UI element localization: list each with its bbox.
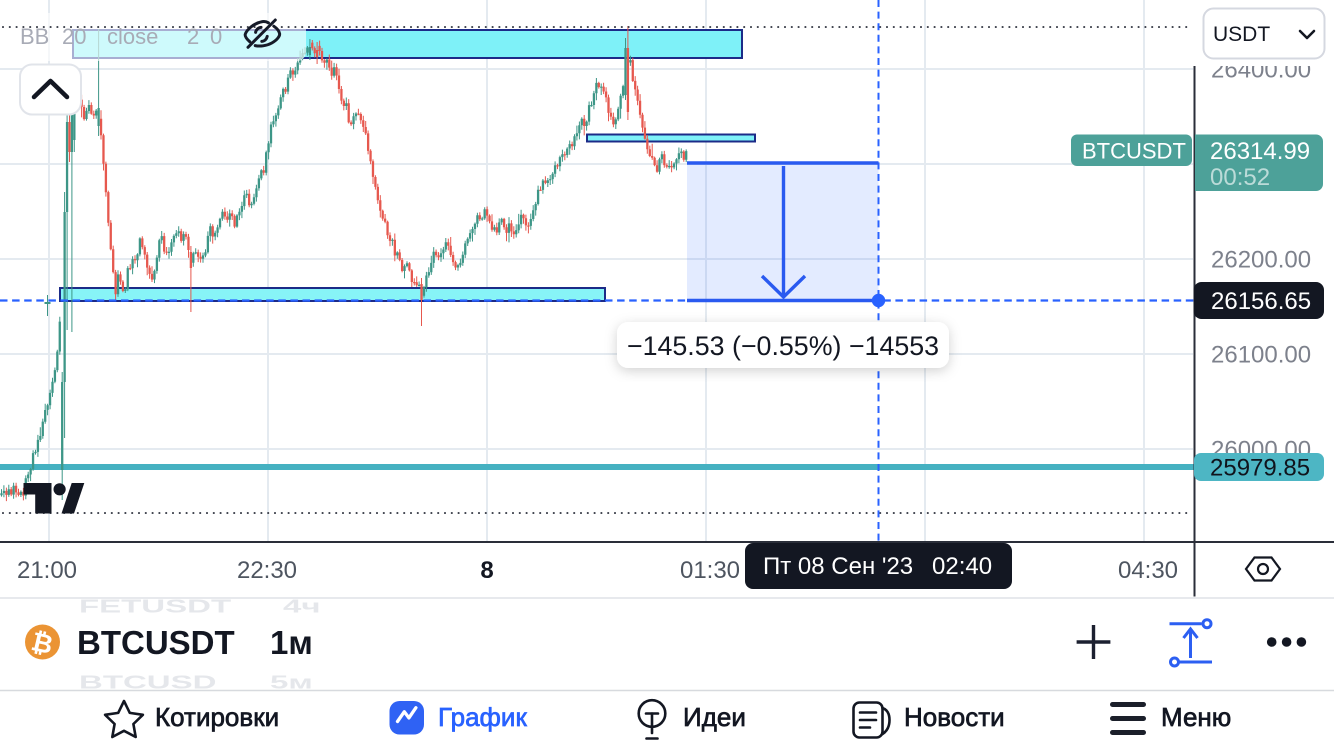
svg-text:26156.65: 26156.65	[1211, 288, 1311, 315]
svg-text:close: close	[107, 24, 158, 49]
svg-text:21:00: 21:00	[17, 557, 77, 584]
svg-text:FETUSDT: FETUSDT	[79, 596, 231, 616]
svg-text:25979.85: 25979.85	[1210, 455, 1310, 482]
svg-text:00:52: 00:52	[1210, 164, 1270, 191]
svg-text:2: 2	[187, 24, 199, 49]
svg-text:BTCUSD: BTCUSD	[79, 672, 216, 692]
svg-text:4ч: 4ч	[283, 596, 321, 616]
svg-text:20: 20	[62, 24, 86, 49]
svg-text:Идеи: Идеи	[683, 702, 746, 732]
svg-text:USDT: USDT	[1213, 23, 1270, 46]
svg-text:26200.00: 26200.00	[1211, 247, 1311, 274]
svg-text:Котировки: Котировки	[155, 702, 279, 732]
svg-text:График: График	[438, 702, 527, 732]
svg-text:Пт 08 Сен '23: Пт 08 Сен '23	[763, 553, 913, 580]
svg-text:Меню: Меню	[1161, 702, 1231, 732]
svg-text:26100.00: 26100.00	[1211, 342, 1311, 369]
svg-text:02:40: 02:40	[932, 553, 992, 580]
svg-text:BTCUSDT: BTCUSDT	[1082, 139, 1186, 164]
svg-text:BTCUSDT: BTCUSDT	[77, 624, 235, 661]
svg-text:Новости: Новости	[904, 702, 1005, 732]
svg-text:0: 0	[210, 24, 222, 49]
svg-text:22:30: 22:30	[237, 557, 297, 584]
svg-text:26314.99: 26314.99	[1210, 138, 1310, 165]
svg-text:BB: BB	[20, 24, 49, 49]
svg-text:1м: 1м	[270, 624, 313, 661]
svg-text:−145.53 (−0.55%) −14553: −145.53 (−0.55%) −14553	[627, 331, 939, 361]
svg-text:5м: 5м	[270, 672, 313, 692]
svg-text:04:30: 04:30	[1118, 557, 1178, 584]
svg-text:01:30: 01:30	[680, 557, 740, 584]
svg-text:8: 8	[480, 557, 493, 584]
